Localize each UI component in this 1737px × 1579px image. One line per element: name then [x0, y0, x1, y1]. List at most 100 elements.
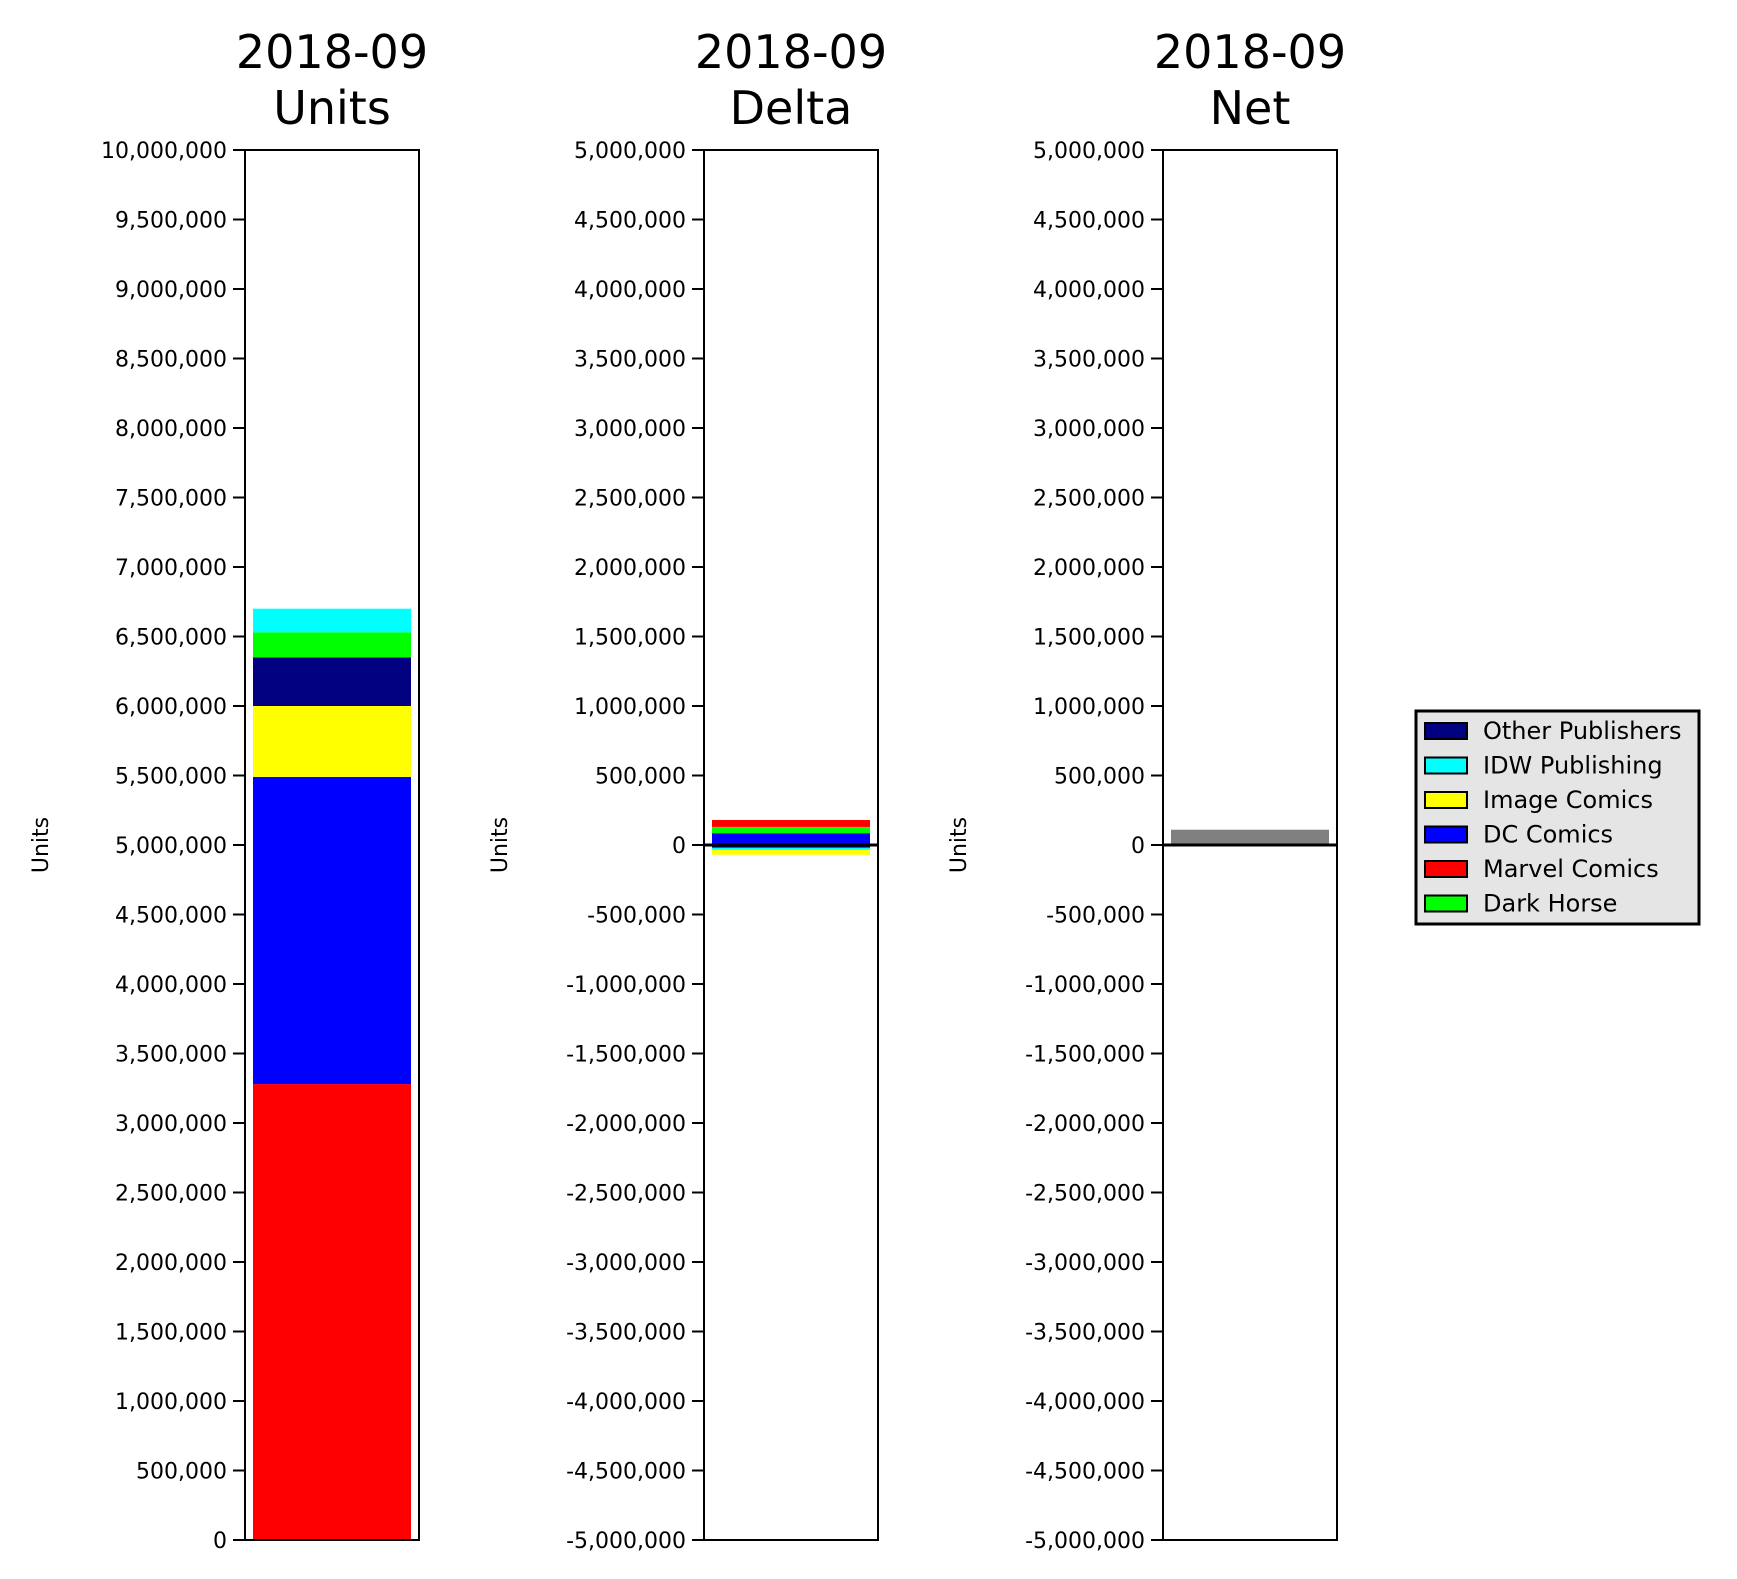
legend-swatch — [1424, 860, 1468, 878]
legend-label: DC Comics — [1483, 821, 1613, 849]
bar-segment — [253, 706, 411, 777]
y-tick-label: -2,000,000 — [566, 1112, 686, 1137]
panel-title-line1: 2018-09 — [695, 25, 887, 79]
y-tick-label: 9,000,000 — [115, 278, 227, 303]
y-tick-label: 500,000 — [595, 765, 686, 790]
legend-label: IDW Publishing — [1483, 752, 1663, 780]
y-tick-label: 2,000,000 — [115, 1251, 227, 1276]
y-tick-label: 7,000,000 — [115, 556, 227, 581]
panel-title-line2: Delta — [730, 81, 853, 135]
y-tick-label: -2,500,000 — [566, 1182, 686, 1207]
panel-title-line2: Units — [273, 81, 391, 135]
bar-segment — [253, 657, 411, 706]
y-tick-label: 1,000,000 — [1033, 695, 1145, 720]
bar-segment — [253, 632, 411, 658]
y-tick-label: 2,500,000 — [1033, 487, 1145, 512]
y-tick-label: 8,500,000 — [115, 348, 227, 373]
y-tick-label: 5,000,000 — [115, 834, 227, 859]
y-tick-label: 4,500,000 — [574, 209, 686, 234]
y-tick-label: 5,000,000 — [574, 139, 686, 164]
y-tick-label: -5,000,000 — [566, 1529, 686, 1554]
y-tick-label: 4,000,000 — [115, 973, 227, 998]
panel-title-line1: 2018-09 — [236, 25, 428, 79]
legend-swatch — [1424, 791, 1468, 809]
y-tick-label: 1,500,000 — [115, 1321, 227, 1346]
y-tick-label: -3,500,000 — [1025, 1321, 1145, 1346]
y-tick-label: 8,000,000 — [115, 417, 227, 442]
y-tick-label: 3,000,000 — [115, 1112, 227, 1137]
y-tick-label: -5,000,000 — [1025, 1529, 1145, 1554]
y-tick-label: 2,000,000 — [1033, 556, 1145, 581]
y-tick-label: -500,000 — [587, 904, 686, 929]
legend-label: Other Publishers — [1483, 717, 1681, 745]
legend-box — [1414, 709, 1701, 926]
bar-segment — [712, 833, 870, 845]
y-tick-label: -1,500,000 — [1025, 1043, 1145, 1068]
y-tick-label: 5,500,000 — [115, 765, 227, 790]
y-tick-label: 2,000,000 — [574, 556, 686, 581]
y-tick-label: 10,000,000 — [101, 139, 227, 164]
bar-segment — [253, 608, 411, 633]
y-tick-label: 500,000 — [136, 1460, 227, 1485]
y-tick-label: 3,500,000 — [115, 1043, 227, 1068]
y-tick-label: -4,000,000 — [566, 1390, 686, 1415]
y-tick-label: 1,000,000 — [574, 695, 686, 720]
bar — [1171, 829, 1329, 845]
legend-swatch — [1424, 825, 1468, 844]
y-tick-label: 6,500,000 — [115, 626, 227, 651]
y-tick-label: 9,500,000 — [115, 209, 227, 234]
y-tick-label: -3,500,000 — [566, 1321, 686, 1346]
y-tick-label: -4,500,000 — [566, 1460, 686, 1485]
y-tick-label: 4,500,000 — [115, 904, 227, 929]
y-tick-label: -3,000,000 — [1025, 1251, 1145, 1276]
y-tick-label: 4,000,000 — [1033, 278, 1145, 303]
y-tick-label: 3,500,000 — [1033, 348, 1145, 373]
y-tick-label: 3,000,000 — [574, 417, 686, 442]
legend-swatch — [1424, 722, 1468, 740]
y-tick-label: 0 — [213, 1529, 227, 1554]
y-tick-label: 0 — [1131, 834, 1145, 859]
legend-label: Image Comics — [1483, 786, 1653, 814]
y-tick-label: 1,000,000 — [115, 1390, 227, 1415]
y-tick-label: 5,000,000 — [1033, 139, 1145, 164]
y-tick-label: -2,500,000 — [1025, 1182, 1145, 1207]
y-tick-label: 1,500,000 — [1033, 626, 1145, 651]
bar-segment — [253, 1084, 411, 1540]
legend-label: Dark Horse — [1483, 890, 1617, 918]
y-tick-label: 4,000,000 — [574, 278, 686, 303]
y-tick-label: 7,500,000 — [115, 487, 227, 512]
bar-segment — [712, 826, 870, 834]
y-tick-label: -4,500,000 — [1025, 1460, 1145, 1485]
y-axis-label: Units — [29, 817, 54, 873]
legend-label: Marvel Comics — [1483, 855, 1659, 883]
y-tick-label: 500,000 — [1054, 765, 1145, 790]
y-tick-label: 4,500,000 — [1033, 209, 1145, 234]
y-tick-label: 3,500,000 — [574, 348, 686, 373]
panel-title-line2: Net — [1210, 81, 1291, 135]
legend-swatch — [1424, 894, 1468, 913]
y-tick-label: -1,000,000 — [1025, 973, 1145, 998]
legend-swatch — [1424, 756, 1468, 775]
y-tick-label: 6,000,000 — [115, 695, 227, 720]
bar-segment — [712, 847, 870, 850]
y-axis-label: Units — [488, 817, 513, 873]
y-tick-label: -2,000,000 — [1025, 1112, 1145, 1137]
y-tick-label: 2,500,000 — [574, 487, 686, 512]
y-tick-label: 3,000,000 — [1033, 417, 1145, 442]
y-tick-label: -3,000,000 — [566, 1251, 686, 1276]
y-axis-label: Units — [947, 817, 972, 873]
y-tick-label: -1,000,000 — [566, 973, 686, 998]
legend: Other Publishers IDW Publishing Image Comi… — [1414, 709, 1701, 926]
y-tick-label: -1,500,000 — [566, 1043, 686, 1068]
bar-segment — [712, 849, 870, 855]
bar-segment — [712, 819, 870, 827]
y-tick-label: 2,500,000 — [115, 1182, 227, 1207]
panel-title-line1: 2018-09 — [1154, 25, 1346, 79]
y-tick-label: 0 — [672, 834, 686, 859]
y-tick-label: 1,500,000 — [574, 626, 686, 651]
panel-1: 2018-09Units0500,0001,000,0001,500,0002,… — [29, 25, 428, 1554]
y-tick-label: -500,000 — [1046, 904, 1145, 929]
